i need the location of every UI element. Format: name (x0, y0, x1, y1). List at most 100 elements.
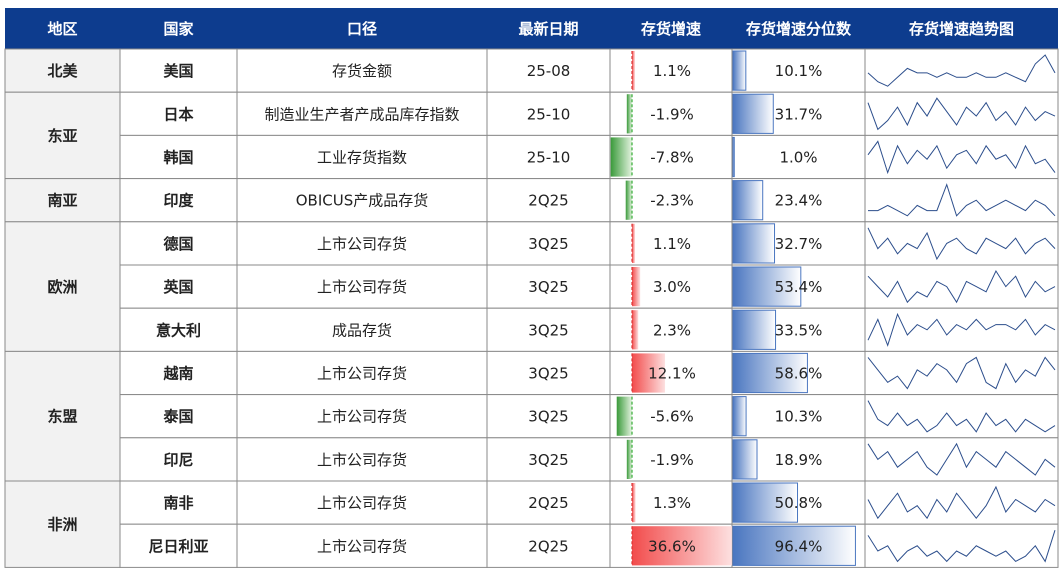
country: 日本 (163, 105, 193, 123)
percentile-label: 10.1% (775, 62, 823, 80)
trend-line (867, 442, 1056, 476)
percentile-bar (732, 396, 747, 437)
cell (236, 134, 488, 180)
growth-bar (632, 51, 636, 91)
cell (609, 221, 733, 266)
date: 25-10 (527, 149, 571, 167)
cell (864, 48, 1059, 93)
cell (731, 394, 866, 439)
cell (864, 264, 1059, 309)
metric: 工业存货指数 (317, 149, 407, 167)
metric: 上市公司存货 (317, 235, 407, 253)
percentile-bar (732, 352, 808, 394)
region-cell (4, 178, 121, 223)
date: 3Q25 (528, 235, 568, 253)
country: 印度 (163, 192, 194, 210)
cell (864, 394, 1059, 439)
country: 南非 (163, 494, 193, 512)
cell (864, 134, 1059, 180)
country: 美国 (163, 62, 193, 80)
region-name: 非洲 (47, 516, 77, 534)
growth-bar (632, 267, 641, 307)
country: 韩国 (163, 149, 193, 167)
cell (486, 134, 611, 180)
growth-label: -5.6% (650, 408, 694, 426)
percentile-label: 32.7% (775, 235, 823, 253)
metric: 上市公司存货 (317, 451, 407, 469)
cell (119, 523, 238, 568)
trend-line (867, 356, 1056, 390)
cell (864, 307, 1059, 352)
growth-bar (632, 310, 639, 350)
cell (486, 221, 611, 266)
cell (609, 307, 733, 352)
header-cell: 存货增速趋势图 (909, 20, 1014, 38)
region-name: 北美 (47, 62, 78, 80)
country: 泰国 (162, 408, 193, 426)
metric: 上市公司存货 (317, 537, 407, 555)
cell (486, 307, 611, 352)
percentile-label: 58.6% (775, 365, 823, 383)
growth-bar (616, 396, 632, 436)
cell (609, 480, 733, 525)
cell (864, 437, 1059, 482)
region-cell (4, 350, 121, 482)
trend-line (867, 530, 1056, 563)
growth-bar (632, 223, 636, 263)
percentile-label: 10.3% (775, 408, 823, 426)
percentile-bar (732, 309, 777, 350)
growth-bar (626, 439, 632, 479)
cell (236, 178, 488, 223)
growth-label: 12.1% (648, 365, 696, 383)
header-cell: 地区 (47, 20, 77, 38)
cell (236, 221, 488, 266)
growth-bar (610, 137, 632, 177)
header-cell: 最新日期 (518, 20, 578, 38)
cell (236, 264, 488, 309)
date: 3Q25 (528, 408, 568, 426)
growth-label: 36.6% (648, 537, 696, 555)
cell (236, 523, 488, 568)
metric: 上市公司存货 (317, 494, 407, 512)
region-cell (4, 48, 121, 93)
cell (236, 394, 488, 439)
percentile-bar (732, 180, 764, 221)
country: 越南 (162, 365, 193, 383)
growth-label: 1.1% (653, 62, 691, 80)
cell (236, 48, 488, 93)
trend-line (867, 97, 1056, 131)
growth-bar (626, 94, 632, 134)
date: 3Q25 (528, 278, 568, 296)
growth-label: 3.0% (653, 278, 691, 296)
cell (119, 350, 238, 396)
percentile-label: 1.0% (779, 149, 817, 167)
country: 印尼 (163, 451, 193, 469)
cell (486, 350, 611, 396)
growth-bar (632, 353, 666, 393)
region-name: 南亚 (47, 192, 77, 210)
growth-label: 2.3% (653, 321, 691, 339)
cell (864, 523, 1059, 568)
header-cell: 存货增速分位数 (746, 20, 852, 38)
percentile-bar (732, 223, 776, 264)
trend-line (867, 312, 1056, 347)
header-cell: 国家 (163, 20, 193, 38)
trend-line (867, 485, 1056, 520)
cell (486, 523, 611, 568)
date: 25-10 (527, 105, 571, 123)
percentile-label: 50.8% (775, 494, 823, 512)
metric: 上市公司存货 (317, 408, 407, 426)
cell (236, 307, 488, 352)
trend-line (867, 400, 1056, 433)
growth-bar (632, 483, 636, 523)
region-cell (4, 480, 121, 568)
percentile-bar (732, 482, 799, 523)
trend-line (867, 54, 1056, 87)
growth-label: 1.1% (653, 235, 691, 253)
trend-line (868, 183, 1056, 217)
percentile-bar (732, 136, 735, 178)
growth-bar (625, 180, 632, 220)
cell (119, 48, 238, 93)
country: 英国 (163, 278, 193, 296)
percentile-bar (732, 50, 747, 91)
